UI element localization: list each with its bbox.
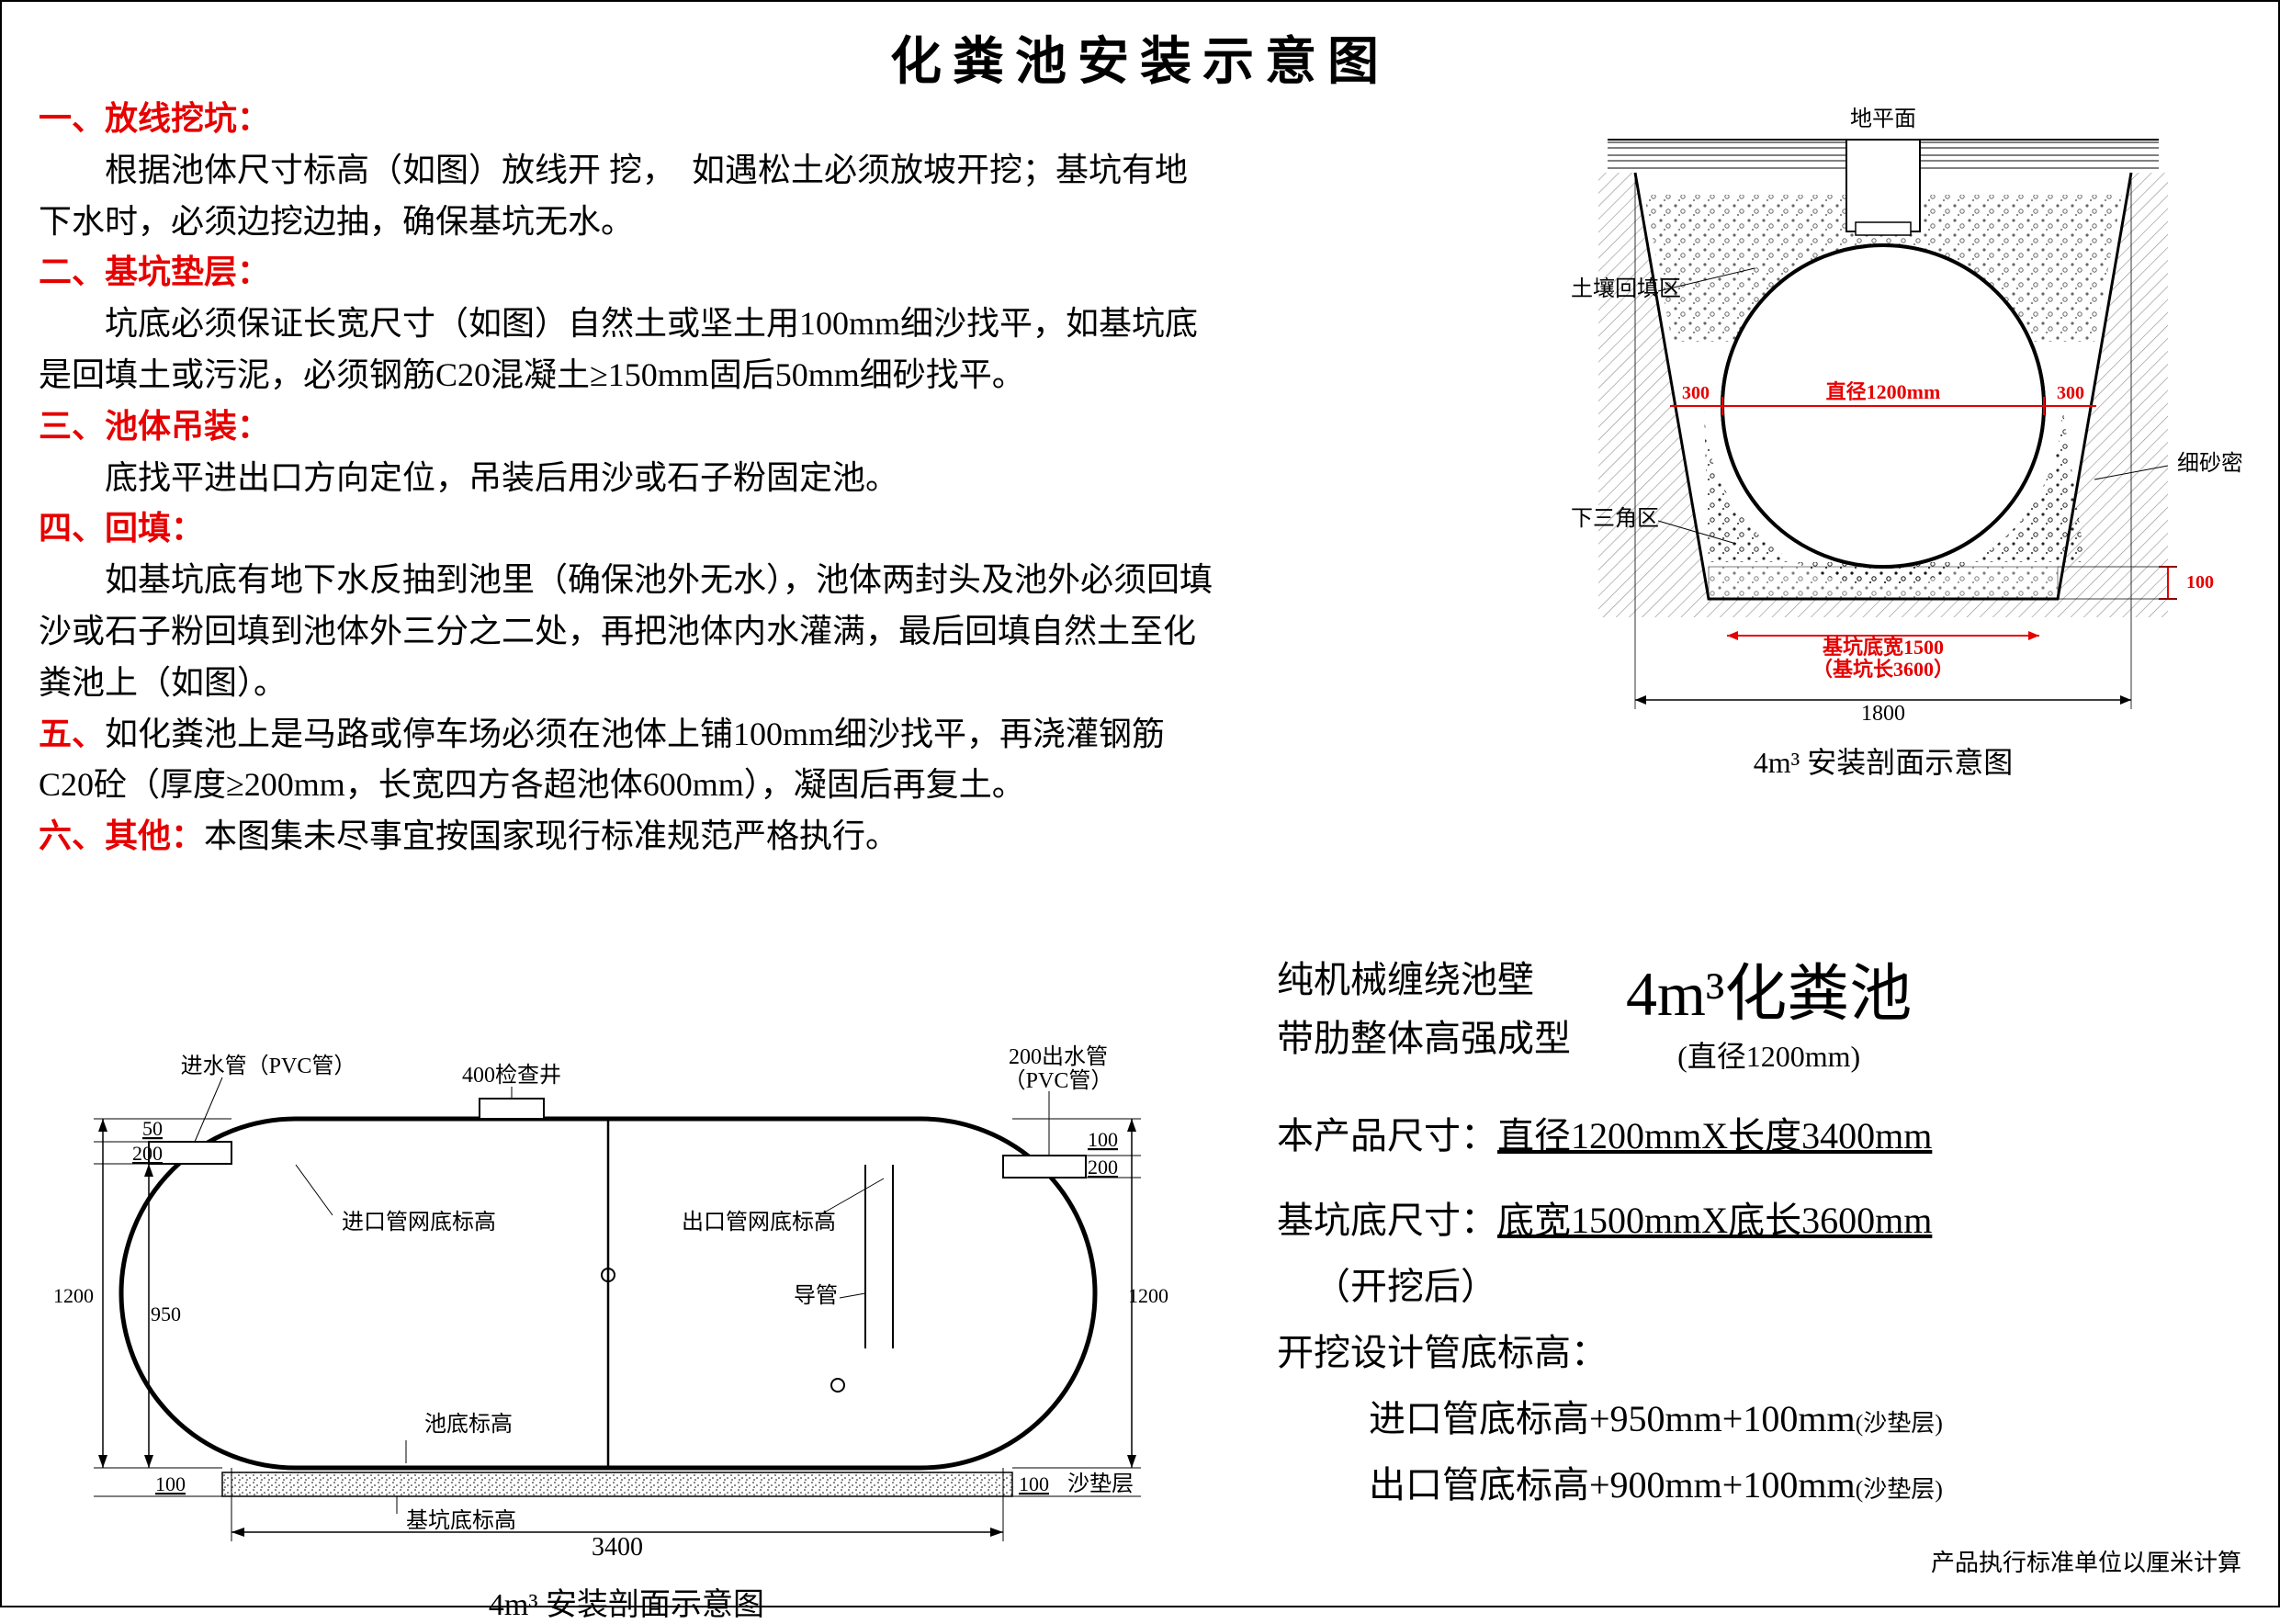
sec1-body: 根据池体尺寸标高（如图）放线开 挖， 如遇松土必须放坡开挖；基坑有地下水时，必须… bbox=[39, 145, 1214, 248]
svg-text:200出水管: 200出水管 bbox=[1009, 1044, 1108, 1069]
svg-text:（基坑长3600）: （基坑长3600） bbox=[1812, 658, 1954, 681]
spec-sub: (直径1200mm) bbox=[1626, 1033, 1912, 1076]
sec4-head: 四、回填： bbox=[39, 510, 204, 547]
svg-text:1200: 1200 bbox=[53, 1284, 94, 1307]
svg-text:土壤回填区: 土壤回填区 bbox=[1571, 276, 1681, 301]
svg-text:进口管网底标高: 进口管网底标高 bbox=[342, 1210, 496, 1235]
spec-wall1: 纯机械缠绕池壁 bbox=[1277, 951, 1571, 1009]
pit-size-label: 基坑底尺寸： bbox=[1277, 1200, 1497, 1241]
svg-text:基坑底标高: 基坑底标高 bbox=[406, 1508, 516, 1533]
design-out: 出口管底标高+900mm+100mm bbox=[1369, 1464, 1856, 1506]
pit-size-note: （开挖后） bbox=[1314, 1266, 1497, 1307]
side-caption: 4m³ 安装剖面示意图 bbox=[39, 1579, 1214, 1624]
sec6-body: 本图集未尽事宜按国家现行标准规范严格执行。 bbox=[204, 818, 898, 854]
pit-size-val: 底宽1500mmX底长3600mm bbox=[1497, 1200, 1932, 1241]
design-out-note: (沙垫层) bbox=[1856, 1476, 1943, 1503]
product-size-val: 直径1200mmX长度3400mm bbox=[1497, 1115, 1932, 1156]
svg-text:100: 100 bbox=[1088, 1128, 1118, 1151]
svg-text:3400: 3400 bbox=[592, 1533, 643, 1562]
svg-text:进水管（PVC管）: 进水管（PVC管） bbox=[181, 1054, 356, 1078]
cross-section-diagram: 地平面 直径1200mm 300 300 土壤回填区 细砂密实区 下三角区 10… bbox=[1525, 85, 2241, 746]
cross-caption: 4m³ 安装剖面示意图 bbox=[1525, 739, 2241, 782]
design-in-note: (沙垫层) bbox=[1856, 1410, 1943, 1437]
sec5-body: 如化粪池上是马路或停车场必须在池体上铺100mm细沙找平，再浇灌钢筋C20砼（厚… bbox=[39, 716, 1165, 804]
spec-block: 纯机械缠绕池壁 带肋整体高强成型 4m³化粪池 (直径1200mm) 本产品尺寸… bbox=[1277, 942, 2241, 1578]
svg-text:200: 200 bbox=[132, 1142, 163, 1165]
svg-text:400检查井: 400检查井 bbox=[462, 1063, 561, 1088]
sec5-head: 五、 bbox=[39, 716, 105, 752]
svg-text:地平面: 地平面 bbox=[1850, 107, 1916, 131]
svg-text:出口管网底标高: 出口管网底标高 bbox=[682, 1210, 836, 1235]
sec6-head: 六、其他： bbox=[39, 818, 204, 854]
svg-text:导管: 导管 bbox=[794, 1283, 838, 1308]
svg-text:200: 200 bbox=[1088, 1156, 1118, 1179]
svg-text:1200: 1200 bbox=[1128, 1284, 1168, 1307]
footer-note: 产品执行标准单位以厘米计算 bbox=[1277, 1544, 2241, 1578]
side-view-diagram: 400检查井 进水管（PVC管） 200出水管 （PVC管） 导管 进口管网底标… bbox=[39, 1018, 1214, 1587]
sec3-head: 三、池体吊装： bbox=[39, 408, 270, 445]
svg-text:下三角区: 下三角区 bbox=[1571, 506, 1659, 531]
svg-text:直径1200mm: 直径1200mm bbox=[1826, 380, 1941, 403]
svg-text:基坑底宽1500: 基坑底宽1500 bbox=[1823, 636, 1944, 659]
sec4-body: 如基坑底有地下水反抽到池里（确保池外无水），池体两封头及池外必须回填沙或石子粉回… bbox=[39, 555, 1214, 708]
svg-text:池底标高: 池底标高 bbox=[424, 1412, 513, 1437]
svg-text:50: 50 bbox=[142, 1117, 163, 1140]
design-label: 开挖设计管底标高： bbox=[1277, 1332, 1608, 1373]
sec2-head: 二、基坑垫层： bbox=[39, 254, 270, 290]
svg-text:沙垫层: 沙垫层 bbox=[1067, 1472, 1134, 1496]
design-in: 进口管底标高+950mm+100mm bbox=[1369, 1398, 1856, 1439]
sec3-body: 底找平进出口方向定位，吊装后用沙或石子粉固定池。 bbox=[39, 453, 1214, 504]
svg-text:1800: 1800 bbox=[1861, 702, 1905, 726]
svg-text:细砂密实区: 细砂密实区 bbox=[2177, 451, 2241, 476]
svg-text:300: 300 bbox=[2057, 383, 2084, 403]
spec-title: 4m³化粪池 bbox=[1626, 942, 1912, 1033]
product-size-label: 本产品尺寸： bbox=[1277, 1115, 1497, 1156]
svg-text:950: 950 bbox=[151, 1303, 181, 1325]
svg-text:300: 300 bbox=[1682, 383, 1710, 403]
svg-text:（PVC管）: （PVC管） bbox=[1004, 1068, 1113, 1093]
svg-text:100: 100 bbox=[155, 1472, 186, 1495]
svg-text:100: 100 bbox=[2186, 572, 2214, 592]
sec1-head: 一、放线挖坑： bbox=[39, 100, 270, 137]
spec-wall2: 带肋整体高强成型 bbox=[1277, 1009, 1571, 1068]
sec2-body: 坑底必须保证长宽尺寸（如图）自然土或坚土用100mm细沙找平，如基坑底是回填土或… bbox=[39, 299, 1214, 401]
instructions-block: 一、放线挖坑： 根据池体尺寸标高（如图）放线开 挖， 如遇松土必须放坡开挖；基坑… bbox=[39, 94, 1214, 863]
svg-text:100: 100 bbox=[1019, 1472, 1049, 1495]
